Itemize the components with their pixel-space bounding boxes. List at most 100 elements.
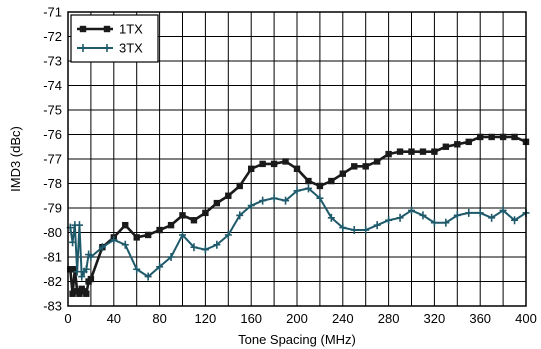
legend-marker bbox=[103, 25, 111, 33]
data-point-1TX bbox=[179, 212, 186, 219]
y-tick-label: -74 bbox=[43, 78, 62, 93]
data-point-1TX bbox=[477, 133, 484, 141]
data-point-1TX bbox=[408, 148, 415, 155]
data-point-1TX bbox=[156, 226, 163, 234]
data-point-3TX bbox=[373, 221, 381, 230]
data-point-1TX bbox=[202, 209, 209, 217]
y-tick-label: -77 bbox=[43, 152, 62, 167]
data-point-3TX bbox=[339, 223, 347, 232]
data-point-3TX bbox=[419, 211, 427, 220]
data-point-3TX bbox=[98, 243, 106, 252]
y-tick-label: -79 bbox=[43, 201, 62, 216]
x-tick-label: 0 bbox=[64, 311, 71, 326]
data-point-1TX bbox=[362, 163, 369, 170]
data-point-3TX bbox=[224, 230, 232, 239]
data-point-3TX bbox=[236, 211, 244, 220]
data-point-1TX bbox=[328, 177, 335, 185]
data-point-3TX bbox=[110, 235, 118, 244]
data-point-3TX bbox=[201, 245, 209, 254]
data-point-1TX bbox=[499, 133, 507, 141]
data-point-1TX bbox=[190, 217, 198, 224]
data-point-1TX bbox=[396, 148, 404, 155]
data-point-3TX bbox=[82, 265, 90, 274]
data-point-1TX bbox=[144, 231, 152, 239]
y-tick-label: -81 bbox=[43, 250, 62, 265]
legend-box bbox=[70, 14, 159, 63]
data-point-1TX bbox=[69, 290, 76, 297]
data-point-1TX bbox=[76, 290, 83, 297]
data-point-1TX bbox=[259, 160, 266, 168]
data-point-3TX bbox=[190, 243, 198, 252]
legend-label: 1TX bbox=[119, 22, 143, 37]
data-point-1TX bbox=[133, 234, 140, 241]
y-tick-label: -82 bbox=[43, 274, 62, 289]
data-point-1TX bbox=[248, 165, 255, 172]
x-tick-label: 200 bbox=[286, 311, 308, 326]
data-point-3TX bbox=[511, 216, 519, 225]
y-tick-label: -76 bbox=[43, 127, 62, 142]
data-point-3TX bbox=[75, 221, 83, 230]
data-point-3TX bbox=[156, 262, 164, 271]
data-point-1TX bbox=[419, 148, 427, 155]
tick-labels: 0 40 80 120 160 200 240 280 320 360 400 -83 -82 -81 -8… bbox=[43, 5, 537, 327]
x-tick-label: 80 bbox=[152, 311, 166, 326]
data-point-1TX bbox=[213, 199, 221, 207]
series-3TX bbox=[66, 184, 530, 281]
legend-marker bbox=[79, 25, 87, 33]
data-point-3TX bbox=[69, 238, 77, 247]
data-point-3TX bbox=[144, 272, 152, 281]
x-tick-label: 40 bbox=[107, 311, 121, 326]
data-point-3TX bbox=[442, 218, 450, 227]
data-point-3TX bbox=[396, 213, 404, 222]
x-tick-label: 160 bbox=[240, 311, 262, 326]
legend-marker bbox=[79, 44, 87, 52]
y-tick-label: -80 bbox=[43, 225, 62, 240]
data-point-1TX bbox=[511, 133, 518, 141]
y-tick-label: -71 bbox=[43, 5, 62, 20]
y-tick-label: -78 bbox=[43, 176, 62, 191]
grid bbox=[67, 11, 527, 307]
x-axis-title: Tone Spacing (MHz) bbox=[238, 332, 356, 347]
data-point-1TX bbox=[83, 290, 90, 297]
data-point-3TX bbox=[247, 201, 255, 210]
data-point-1TX bbox=[305, 177, 312, 185]
data-point-3TX bbox=[316, 194, 324, 203]
data-point-3TX bbox=[304, 184, 312, 193]
data-point-1TX bbox=[293, 165, 301, 172]
x-tick-label: 120 bbox=[195, 311, 217, 326]
data-point-3TX bbox=[488, 213, 496, 222]
legend-label: 3TX bbox=[119, 41, 143, 56]
data-point-3TX bbox=[453, 211, 461, 220]
data-point-3TX bbox=[282, 196, 290, 205]
data-point-3TX bbox=[133, 265, 141, 274]
data-point-1TX bbox=[339, 170, 346, 177]
x-tick-label: 360 bbox=[469, 311, 491, 326]
legend-item-3TX: 3TX bbox=[77, 41, 143, 56]
data-point-1TX bbox=[67, 266, 74, 273]
y-tick-label: -72 bbox=[43, 29, 62, 44]
legend-item-1TX: 1TX bbox=[77, 22, 143, 37]
data-point-3TX bbox=[179, 230, 186, 239]
data-point-1TX bbox=[442, 143, 450, 150]
data-point-3TX bbox=[121, 240, 129, 249]
y-axis-title: IMD3 (dBc) bbox=[8, 126, 23, 192]
data-point-3TX bbox=[430, 218, 438, 227]
legend-marker bbox=[103, 44, 111, 52]
data-point-3TX bbox=[362, 226, 370, 235]
data-point-1TX bbox=[454, 141, 461, 148]
data-point-3TX bbox=[465, 208, 473, 217]
x-tick-label: 320 bbox=[424, 311, 446, 326]
data-point-1TX bbox=[122, 221, 129, 229]
y-tick-label: -73 bbox=[43, 54, 62, 69]
plot-frame bbox=[67, 11, 527, 307]
data-point-3TX bbox=[499, 206, 507, 215]
y-tick-label: -75 bbox=[43, 103, 62, 118]
data-point-1TX bbox=[167, 221, 175, 229]
y-tick-label: -83 bbox=[43, 299, 62, 314]
data-point-1TX bbox=[87, 275, 95, 283]
x-tick-label: 400 bbox=[515, 311, 537, 326]
data-point-1TX bbox=[236, 182, 243, 190]
data-point-1TX bbox=[225, 192, 232, 199]
